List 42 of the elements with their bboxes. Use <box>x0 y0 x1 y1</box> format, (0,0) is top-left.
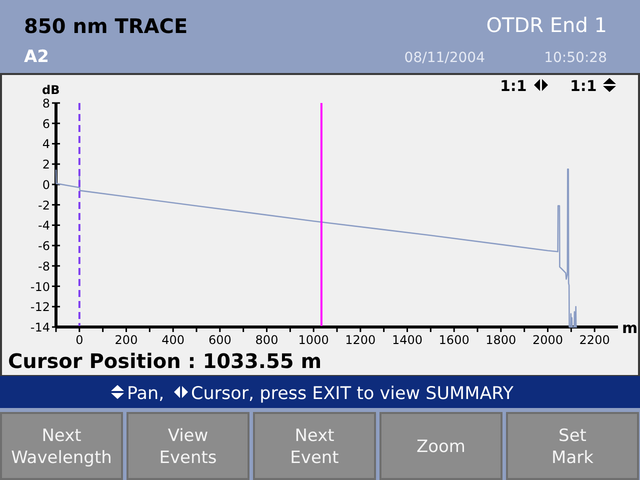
x-tick-label: 600 <box>208 333 232 347</box>
y-tick-label: 0 <box>42 178 50 192</box>
x-tick-label: 1000 <box>298 333 329 347</box>
chart-subtitle: A2 <box>24 47 49 67</box>
text: 08/11/2004 <box>404 50 486 66</box>
text: Set Mark <box>552 426 594 468</box>
text: Zoom <box>416 437 466 457</box>
y-tick-label: -2 <box>38 198 50 212</box>
text: OTDR End 1 <box>486 13 607 37</box>
x-tick-label: 800 <box>255 333 278 347</box>
text: Cursor Position : 1033.55 m <box>8 349 322 373</box>
x-tick-label: 2000 <box>532 333 564 347</box>
y-tick-label: 6 <box>42 116 50 131</box>
text: 1:1 <box>500 77 527 95</box>
text: Pan, <box>127 384 164 404</box>
text: 1:1 <box>570 77 597 95</box>
line-series <box>55 168 578 328</box>
x-tick-label: 0 <box>76 333 84 347</box>
y-tick-label: -14 <box>30 320 50 334</box>
text: Next Event <box>290 426 340 468</box>
x-tick-label: 1400 <box>392 333 423 347</box>
y-axis-title: dB <box>42 83 60 97</box>
y-tick-label: 8 <box>42 96 50 110</box>
y-tick-label: 4 <box>42 137 50 152</box>
chart-title: 850 nm TRACE <box>24 14 188 38</box>
x-tick-label: 1200 <box>345 333 376 347</box>
x-tick-label: 1800 <box>486 333 516 347</box>
x-tick-label: 2200 <box>579 333 610 347</box>
text: View Events <box>159 426 217 468</box>
x-tick-label: 200 <box>114 333 138 347</box>
y-tick-label: -8 <box>38 259 50 274</box>
x-tick-label: 1600 <box>438 333 470 347</box>
x-tick-label: 400 <box>162 333 185 347</box>
y-tick-label: 2 <box>42 158 50 172</box>
y-tick-label: -12 <box>30 300 50 314</box>
text: Cursor, press EXIT to view SUMMARY <box>191 384 514 404</box>
text: Next Wavelength <box>11 426 112 468</box>
y-tick-label: -10 <box>30 280 50 294</box>
text: 10:50:28 <box>544 50 607 66</box>
y-tick-label: -4 <box>38 218 50 233</box>
x-axis-title: m <box>622 319 638 337</box>
y-tick-label: -6 <box>38 239 50 254</box>
